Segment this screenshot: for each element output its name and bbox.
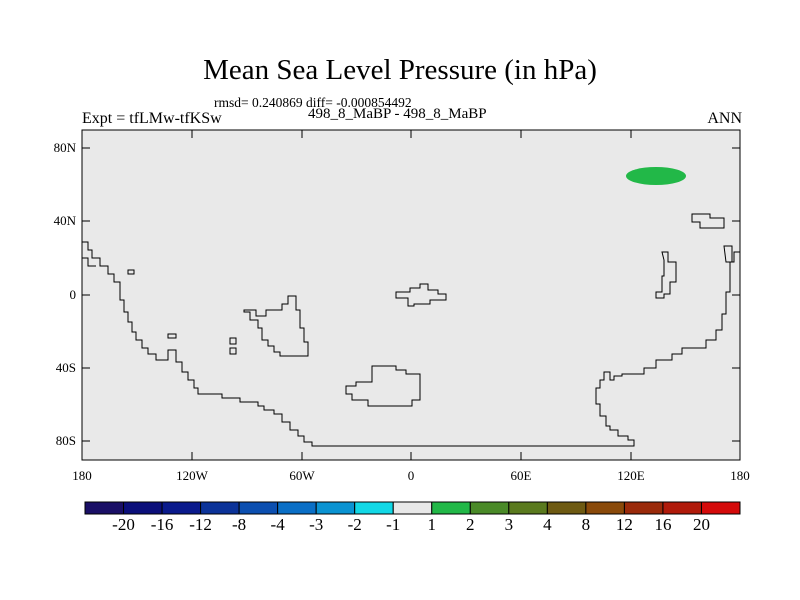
lat-label-80n: 80N	[53, 140, 76, 155]
lat-label-40n: 40N	[53, 213, 76, 228]
colorbar-swatch	[700, 501, 741, 515]
map-area	[81, 129, 741, 461]
colorbar-label: -4	[270, 515, 285, 534]
island-east	[723, 245, 733, 263]
landmass-africa-north	[395, 283, 447, 307]
island-small	[127, 269, 135, 275]
lat-ticks	[82, 147, 740, 442]
colorbar-swatch	[354, 501, 394, 515]
lat-label-40s: 40S	[55, 360, 76, 375]
island-south-b	[229, 337, 237, 355]
lat-label-80s: 80S	[55, 433, 76, 448]
colorbar-swatch	[585, 501, 625, 515]
lon-label-0: 0	[407, 468, 415, 483]
lat-label-0: 0	[69, 287, 77, 302]
landmass-indo	[655, 251, 677, 299]
colorbar-label: -12	[189, 515, 212, 534]
landmass-east-asia	[691, 213, 725, 229]
colorbar-label: 20	[692, 515, 710, 534]
colorbar-swatch	[238, 501, 279, 515]
colorbar-label: 16	[654, 515, 672, 534]
lon-label-120w: 120W	[176, 468, 208, 483]
coastline-north-edge	[82, 257, 96, 267]
chart-title: Mean Sea Level Pressure (in hPa)	[203, 54, 597, 86]
colorbar-label: 2	[466, 515, 475, 534]
colorbar-label: -3	[309, 515, 324, 534]
lon-ticks	[191, 130, 632, 460]
case-line: 498_8_MaBP - 498_8_MaBP	[308, 106, 487, 122]
colorbar-label: 1	[427, 515, 437, 534]
colorbar-swatch	[315, 501, 356, 515]
coastline-americas-west	[82, 241, 740, 447]
stats-line: rmsd= 0.240869 diff= -0.000854492	[214, 95, 412, 110]
landmass-south-atlantic	[345, 365, 421, 407]
lon-label-120e: 120E	[617, 468, 645, 483]
experiment-label: Expt = tfLMw-tfKSw	[82, 110, 222, 127]
landmass-mid-atlantic	[243, 295, 309, 357]
coastlines	[82, 213, 740, 447]
colorbar-label: -2	[347, 515, 362, 534]
colorbar-swatch	[662, 501, 702, 515]
island-south-a	[167, 333, 177, 339]
colorbar-label: 12	[615, 515, 633, 534]
colorbar-label: 4	[543, 515, 552, 534]
colorbar-label: -16	[150, 515, 174, 534]
colorbar	[84, 501, 741, 515]
colorbar-swatch	[200, 501, 240, 515]
colorbar-swatch	[623, 501, 664, 515]
colorbar-label: -20	[112, 515, 135, 534]
colorbar-swatch	[431, 501, 471, 515]
colorbar-swatch	[392, 501, 433, 515]
colorbar-swatch	[546, 501, 587, 515]
season-label: ANN	[707, 110, 742, 127]
colorbar-swatch	[469, 501, 510, 515]
colorbar-label: 3	[504, 515, 514, 534]
colorbar-label: -8	[232, 515, 247, 534]
lon-label-180w: 180	[72, 468, 92, 483]
positive-anomaly-blob	[626, 167, 686, 185]
lon-label-60e: 60E	[510, 468, 532, 483]
colorbar-swatch	[161, 501, 202, 515]
colorbar-swatch	[277, 501, 317, 515]
colorbar-label: -1	[386, 515, 401, 534]
lon-label-60w: 60W	[289, 468, 315, 483]
lon-label-180e: 180	[730, 468, 750, 483]
colorbar-label: 8	[581, 515, 591, 534]
colorbar-swatch	[123, 501, 163, 515]
colorbar-swatch	[84, 501, 125, 515]
colorbar-swatch	[508, 501, 548, 515]
